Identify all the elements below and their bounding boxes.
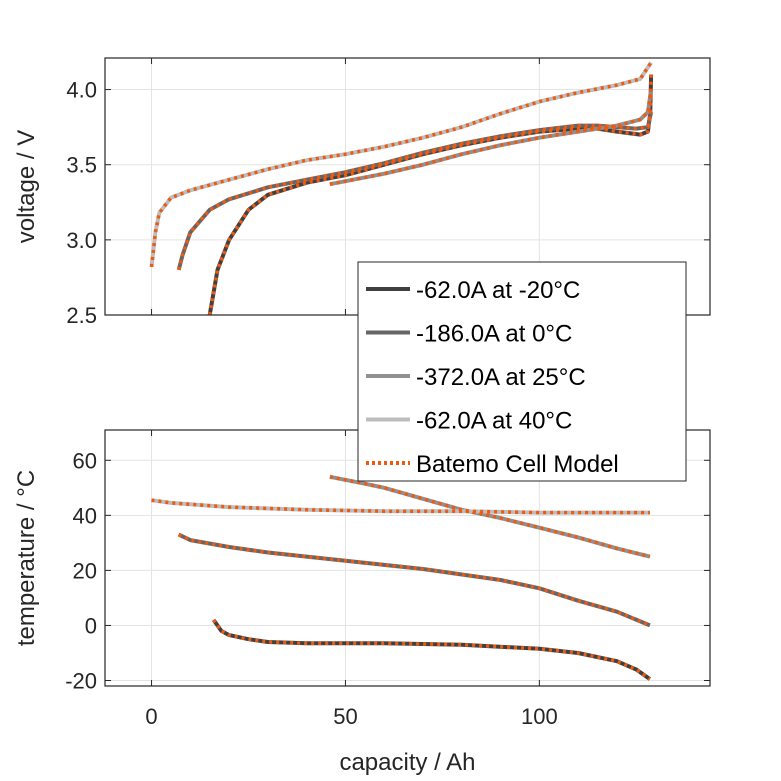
x-tick-label: 0 <box>145 704 157 729</box>
y-tick-label: 4.0 <box>66 78 97 103</box>
legend-label: -62.0A at -20°C <box>416 277 580 304</box>
y-axis-label: temperature / °C <box>13 470 40 646</box>
model-line <box>212 618 651 681</box>
legend-label: -186.0A at 0°C <box>416 321 572 348</box>
model-line <box>329 475 651 559</box>
legend-box <box>357 261 687 482</box>
y-tick-label: 60 <box>73 448 97 473</box>
y-tick-label: -20 <box>65 668 97 693</box>
model-line <box>149 61 653 268</box>
series-line <box>329 89 654 187</box>
legend-label: -62.0A at 40°C <box>416 408 572 435</box>
y-tick-label: 0 <box>85 613 97 638</box>
y-axis-label: voltage / V <box>13 130 40 243</box>
y-tick-label: 2.5 <box>66 303 97 328</box>
legend: -62.0A at -20°C -186.0A at 0°C -372.0A at … <box>357 261 687 482</box>
subplot-temperature: -20 0 20 40 60 0 50 100 temperature / °C capacity… <box>13 429 711 776</box>
model-line <box>151 498 650 515</box>
model-line <box>177 533 651 628</box>
y-tick-label: 3.0 <box>66 228 97 253</box>
y-tick-label: 3.5 <box>66 153 97 178</box>
legend-label: Batemo Cell Model <box>416 451 619 478</box>
x-axis-label: capacity / Ah <box>339 749 475 776</box>
y-tick-label: 40 <box>73 503 97 528</box>
y-tick-label: 20 <box>73 558 97 583</box>
x-tick-label: 50 <box>333 704 357 729</box>
legend-label: -372.0A at 25°C <box>416 364 586 391</box>
x-tick-label: 100 <box>521 704 558 729</box>
